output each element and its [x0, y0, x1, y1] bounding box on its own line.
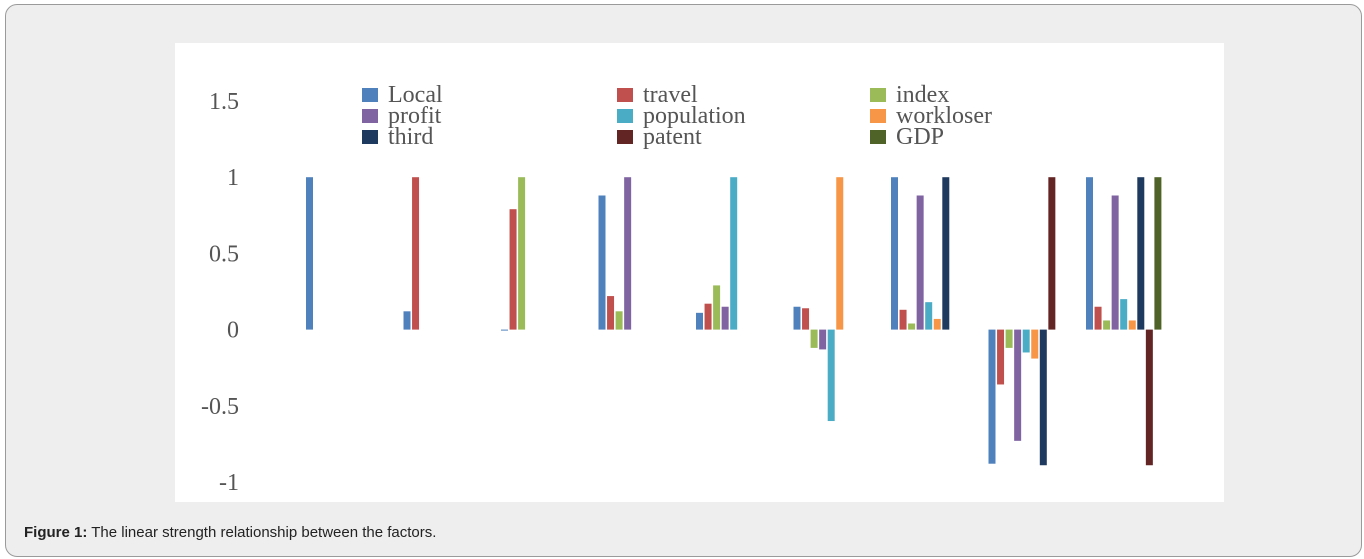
bar-profit-group-9: [1111, 195, 1119, 330]
bar-local-group-5: [696, 312, 703, 330]
bar-travel-group-9: [1094, 306, 1102, 330]
legend-item-index: index: [870, 82, 949, 108]
bar-workloser-group-8: [1031, 329, 1039, 359]
legend-item-travel: travel: [617, 82, 698, 108]
legend-label: travel: [643, 82, 698, 108]
legend-label: GDP: [896, 124, 944, 150]
bar-travel-group-2: [412, 177, 420, 330]
legend-item-profit: profit: [362, 103, 442, 129]
bar-local-group-7: [891, 177, 898, 330]
legend-label: population: [643, 103, 746, 129]
figure-caption-text: The linear strength relationship between…: [87, 524, 437, 541]
bar-population-group-9: [1120, 299, 1128, 330]
figure-label: Figure 1:: [24, 524, 88, 541]
bar-population-group-6: [827, 329, 835, 422]
bar-local-group-4: [598, 195, 606, 330]
bar-profit-group-7: [916, 195, 924, 330]
legend-swatch: [870, 130, 886, 144]
bar-workloser-group-9: [1128, 320, 1136, 330]
bar-index-group-8: [1005, 329, 1013, 348]
legend-label: profit: [388, 103, 442, 129]
legend-label: workloser: [896, 103, 992, 129]
bar-profit-group-8: [1014, 329, 1022, 441]
y-tick-label: 0.5: [209, 241, 239, 267]
y-tick-label: 0: [227, 318, 239, 344]
bar-local-group-8: [988, 329, 996, 464]
bar-travel-group-4: [607, 296, 615, 330]
bar-index-group-9: [1103, 320, 1111, 330]
legend-item-local: Local: [362, 82, 443, 108]
correlation-bar-chart: 1.5 1 0.5 0 -0.5 -1 Local travel index profit popu…: [201, 82, 1162, 496]
bar-workloser-group-7: [933, 318, 941, 330]
bar-third-group-7: [942, 177, 950, 330]
bar-travel-group-5: [704, 303, 712, 330]
bar-patent-group-9: [1145, 329, 1153, 466]
legend-item-workloser: workloser: [870, 103, 992, 129]
bar-index-group-3: [518, 177, 526, 330]
bar-local-group-6: [793, 306, 801, 330]
bar-local-group-9: [1086, 177, 1093, 330]
legend-swatch: [617, 88, 633, 102]
legend-swatch: [870, 109, 886, 123]
legend-swatch: [617, 109, 633, 123]
bar-travel-group-7: [899, 309, 907, 330]
bar-population-group-5: [730, 177, 738, 330]
figure-caption: Figure 1: The linear strength relationsh…: [24, 524, 436, 541]
legend-label: patent: [643, 124, 702, 150]
bar-profit-group-5: [721, 306, 729, 330]
legend-item-gdp: GDP: [870, 124, 944, 150]
legend-label: index: [896, 82, 949, 108]
bar-third-group-8: [1039, 329, 1047, 466]
bar-travel-group-6: [802, 308, 810, 330]
bar-index-group-5: [713, 285, 721, 330]
bar-gdp-group-9: [1154, 177, 1162, 330]
legend-swatch: [617, 130, 633, 144]
bar-profit-group-4: [624, 177, 632, 330]
bar-index-group-6: [810, 329, 818, 348]
legend-item-patent: patent: [617, 124, 702, 150]
bar-third-group-9: [1137, 177, 1145, 330]
bar-local-group-3: [501, 329, 508, 331]
bar-patent-group-8: [1048, 177, 1056, 330]
legend-label: Local: [388, 82, 443, 108]
bar-local-group-1: [306, 177, 313, 330]
legend-swatch: [362, 130, 378, 144]
bar-local-group-2: [403, 311, 411, 330]
bar-index-group-7: [908, 323, 916, 330]
bar-travel-group-3: [509, 209, 517, 330]
bar-population-group-8: [1022, 329, 1030, 353]
bar-travel-group-8: [997, 329, 1005, 385]
bar-profit-group-6: [819, 329, 827, 350]
legend-swatch: [362, 109, 378, 123]
legend-label: third: [388, 124, 433, 150]
bar-population-group-7: [925, 302, 933, 330]
y-tick-label: 1.5: [209, 89, 239, 115]
legend-swatch: [362, 88, 378, 102]
legend-swatch: [870, 88, 886, 102]
chart-area: 1.5 1 0.5 0 -0.5 -1 Local travel index profit popu…: [175, 43, 1224, 502]
y-tick-label: -0.5: [201, 394, 239, 420]
y-tick-label: 1: [227, 165, 239, 191]
figure-panel: 1.5 1 0.5 0 -0.5 -1 Local travel index profit popu…: [5, 4, 1362, 557]
legend-item-population: population: [617, 103, 746, 129]
bar-workloser-group-6: [836, 177, 844, 330]
bar-index-group-4: [615, 311, 623, 330]
legend-item-third: third: [362, 124, 433, 150]
y-tick-label: -1: [219, 470, 239, 496]
